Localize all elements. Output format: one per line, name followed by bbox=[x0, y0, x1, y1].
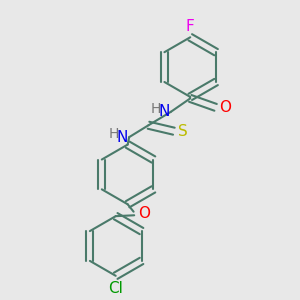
Text: Cl: Cl bbox=[108, 281, 123, 296]
Text: O: O bbox=[138, 206, 150, 221]
Text: N: N bbox=[116, 130, 128, 145]
Text: H: H bbox=[151, 102, 161, 116]
Text: F: F bbox=[186, 19, 195, 34]
Text: H: H bbox=[109, 127, 119, 141]
Text: S: S bbox=[178, 124, 188, 139]
Text: N: N bbox=[158, 104, 169, 119]
Text: O: O bbox=[219, 100, 231, 115]
